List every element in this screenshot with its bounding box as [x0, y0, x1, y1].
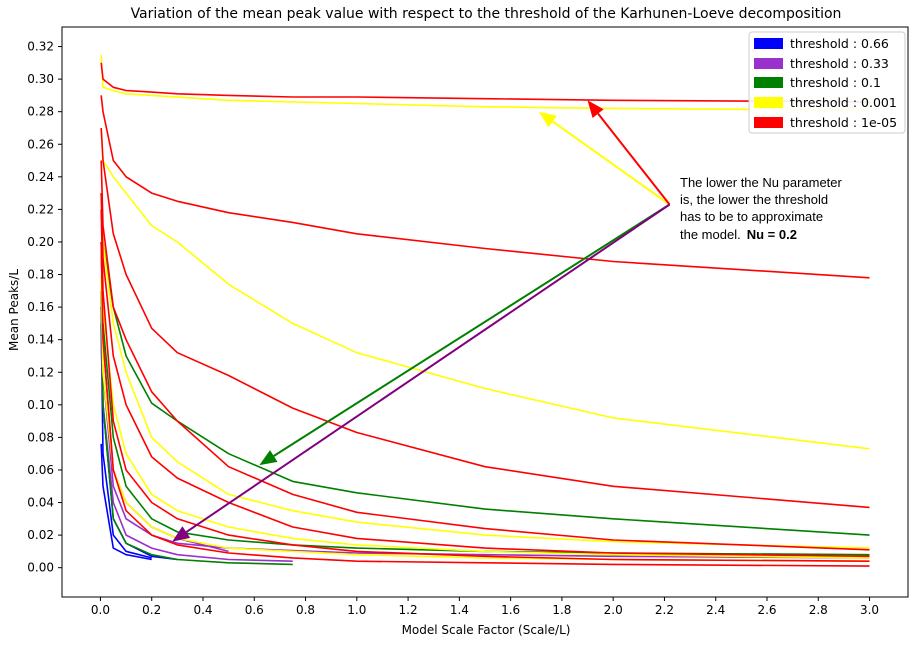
- legend: threshold : 0.66 threshold : 0.33 thresh…: [748, 31, 906, 134]
- x-tick-label-2: 0.4: [193, 603, 212, 617]
- y-tick-label-10: 0.20: [27, 235, 54, 249]
- annotation-arrow-head-3: [172, 526, 191, 542]
- legend-label-1: threshold : 0.33: [790, 56, 889, 71]
- series-line-3: [100, 339, 293, 562]
- series-line-12: [100, 241, 870, 559]
- annotation-arrow-shaft-1: [597, 113, 671, 206]
- series-line-15: [100, 95, 870, 279]
- x-tick-label-12: 2.4: [706, 603, 725, 617]
- x-tick-label-0: 0.0: [91, 603, 110, 617]
- annotation-text: The lower the Nu parameter is, the lower…: [680, 175, 843, 242]
- annotation-arrow-head-2: [259, 450, 278, 466]
- annotation-arrow-shaft-3: [185, 203, 671, 533]
- series-line-16: [100, 127, 870, 509]
- x-tick-label-1: 0.2: [142, 603, 161, 617]
- y-tick-label-12: 0.24: [27, 170, 54, 184]
- y-tick-label-4: 0.08: [27, 430, 54, 444]
- x-tick-label-11: 2.2: [655, 603, 674, 617]
- legend-swatch-3: [754, 97, 783, 108]
- x-tick-label-3: 0.6: [245, 603, 264, 617]
- annotation-line-4: the model. Nu = 0.2: [680, 227, 797, 242]
- y-tick-label-3: 0.06: [27, 463, 54, 477]
- x-tick-label-5: 1.0: [347, 603, 366, 617]
- x-tick-label-9: 1.8: [552, 603, 571, 617]
- y-tick-label-13: 0.26: [27, 137, 54, 151]
- series-line-4: [100, 307, 870, 559]
- series-line-9: [100, 54, 870, 111]
- y-tick-label-1: 0.02: [27, 528, 54, 542]
- series-layer: [100, 54, 870, 567]
- legend-box: [748, 31, 906, 134]
- y-tick-label-6: 0.12: [27, 365, 54, 379]
- y-tick-label-7: 0.14: [27, 333, 54, 347]
- y-ticks: 0.00 0.02 0.04 0.06 0.08 0.10 0.12 0.14 0.16 0.18…: [27, 40, 62, 575]
- series-line-18: [100, 193, 870, 558]
- annotation-bold-text: Nu = 0.2: [747, 227, 797, 242]
- plot-frame: [61, 26, 909, 598]
- annotation-line-2: is, the lower the threshold: [680, 192, 828, 207]
- series-line-8: [100, 290, 293, 566]
- annotation-line-1: The lower the Nu parameter: [680, 175, 843, 190]
- y-tick-label-14: 0.28: [27, 105, 54, 119]
- chart-title: Variation of the mean peak value with re…: [131, 6, 842, 22]
- series-line-20: [100, 241, 870, 567]
- x-tick-label-15: 3.0: [860, 603, 879, 617]
- x-tick-label-8: 1.6: [501, 603, 520, 617]
- series-line-7: [100, 241, 870, 556]
- y-tick-label-11: 0.22: [27, 202, 54, 216]
- x-tick-label-4: 0.8: [296, 603, 315, 617]
- y-tick-label-2: 0.04: [27, 496, 54, 510]
- legend-swatch-1: [754, 58, 783, 69]
- y-tick-label-15: 0.30: [27, 72, 54, 86]
- y-tick-label-9: 0.18: [27, 268, 54, 282]
- y-tick-label-8: 0.16: [27, 300, 54, 314]
- annotation-arrows: [172, 100, 671, 542]
- series-line-17: [100, 160, 870, 551]
- series-line-11: [100, 209, 870, 549]
- legend-swatch-4: [754, 117, 783, 128]
- annotation-line-3: has to be to approximate: [680, 209, 823, 224]
- legend-swatch-0: [754, 38, 783, 49]
- x-tick-label-13: 2.6: [757, 603, 776, 617]
- x-ticks: 0.0 0.2 0.4 0.6 0.8 1.0 1.2 1.4 1.6 1.8 2.0 2.2 2.4 2…: [91, 597, 879, 617]
- x-tick-label-6: 1.2: [399, 603, 418, 617]
- series-line-19: [100, 209, 870, 562]
- x-tick-label-14: 2.8: [809, 603, 828, 617]
- series-line-0: [100, 443, 152, 561]
- annotation-arrow-shaft-0: [552, 120, 671, 206]
- annotation-arrow-head-1: [587, 100, 604, 118]
- legend-label-4: threshold : 1e-05: [790, 115, 897, 130]
- series-line-10: [100, 127, 870, 450]
- annotation-arrow-head-0: [538, 111, 557, 128]
- series-line-6: [100, 193, 870, 536]
- x-tick-label-7: 1.4: [450, 603, 469, 617]
- series-line-14: [100, 62, 870, 103]
- annotation-line-4-text: the model.: [680, 227, 741, 242]
- y-tick-label-5: 0.10: [27, 398, 54, 412]
- legend-label-0: threshold : 0.66: [790, 36, 889, 51]
- series-line-13: [100, 274, 870, 562]
- annotation-arrow-shaft-2: [273, 203, 671, 457]
- x-axis-label: Model Scale Factor (Scale/L): [402, 623, 571, 637]
- legend-label-3: threshold : 0.001: [790, 95, 897, 110]
- series-line-1: [100, 323, 152, 559]
- y-axis-label: Mean Peaks/L: [7, 269, 21, 351]
- y-tick-label-0: 0.00: [27, 561, 54, 575]
- legend-swatch-2: [754, 77, 783, 88]
- legend-label-2: threshold : 0.1: [790, 75, 881, 90]
- x-tick-label-10: 2.0: [604, 603, 623, 617]
- y-tick-label-16: 0.32: [27, 40, 54, 54]
